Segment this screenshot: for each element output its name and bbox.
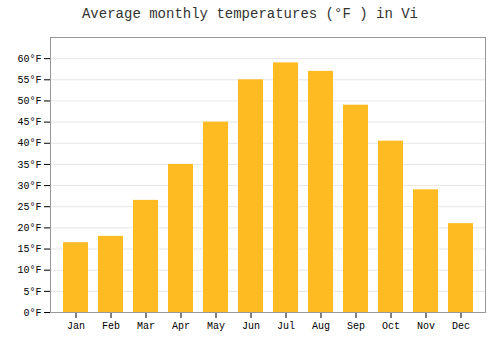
svg-text:Aug: Aug (312, 321, 330, 332)
svg-text:Jul: Jul (277, 321, 295, 332)
svg-text:50°F: 50°F (17, 96, 41, 107)
svg-text:Feb: Feb (102, 321, 120, 332)
svg-text:Apr: Apr (172, 321, 190, 332)
svg-text:Dec: Dec (452, 321, 470, 332)
svg-text:Jan: Jan (67, 321, 85, 332)
svg-text:45°F: 45°F (17, 117, 41, 128)
svg-text:40°F: 40°F (17, 138, 41, 149)
svg-text:20°F: 20°F (17, 223, 41, 234)
svg-text:5°F: 5°F (23, 287, 41, 298)
svg-text:May: May (207, 321, 225, 332)
svg-text:Sep: Sep (347, 321, 365, 332)
svg-text:30°F: 30°F (17, 181, 41, 192)
svg-text:15°F: 15°F (17, 244, 41, 255)
svg-text:25°F: 25°F (17, 202, 41, 213)
html-text:Average monthly temperatures (: Average monthly temperatures (°F ) in Vi (82, 6, 418, 22)
svg-text:Oct: Oct (382, 321, 400, 332)
svg-text:Nov: Nov (417, 321, 435, 332)
svg-text:10°F: 10°F (17, 265, 41, 276)
svg-text:60°F: 60°F (17, 54, 41, 65)
svg-text:0°F: 0°F (23, 308, 41, 319)
svg-text:55°F: 55°F (17, 75, 41, 86)
svg-text:Mar: Mar (137, 321, 155, 332)
svg-text:35°F: 35°F (17, 160, 41, 171)
svg-text:Jun: Jun (242, 321, 260, 332)
